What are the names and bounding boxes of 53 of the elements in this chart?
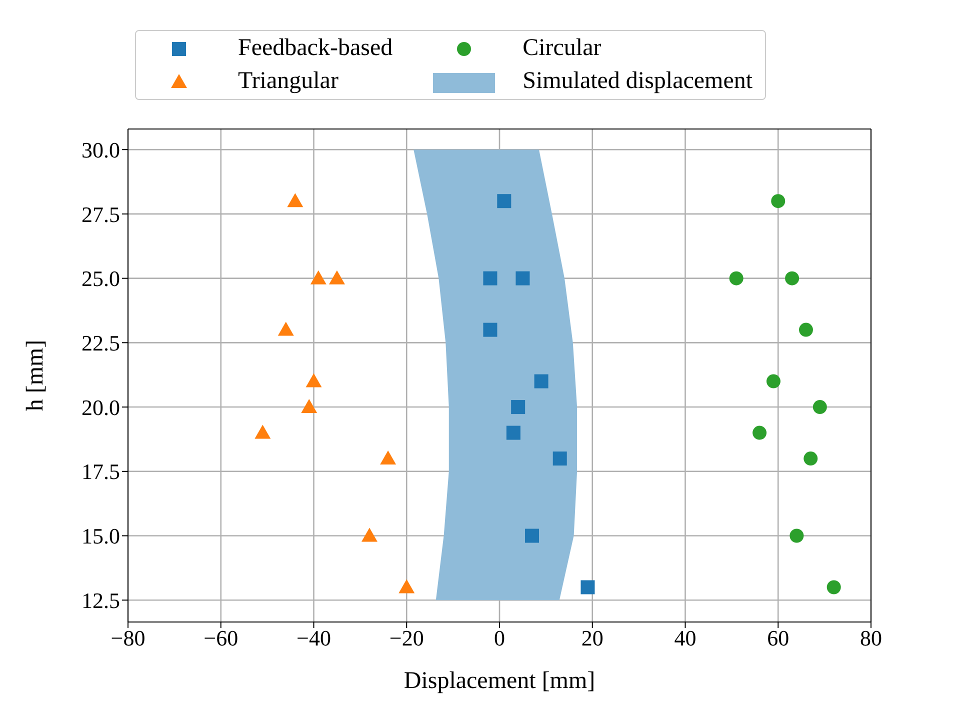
point xyxy=(310,270,326,284)
x-tick-label: 80 xyxy=(860,626,882,651)
point xyxy=(826,580,841,594)
point xyxy=(483,322,498,337)
x-axis-title: Displacement [mm] xyxy=(404,668,596,694)
point xyxy=(506,426,520,440)
y-tick-label: 30.0 xyxy=(82,137,120,162)
point xyxy=(511,400,526,414)
x-tick-label: 20 xyxy=(581,626,604,651)
y-tick-label: 22.5 xyxy=(82,330,120,356)
y-tick-label: 25.0 xyxy=(82,266,120,292)
point xyxy=(752,426,767,440)
point xyxy=(785,271,800,286)
point xyxy=(380,450,396,465)
point xyxy=(552,452,567,466)
x-tick-label: 60 xyxy=(767,626,790,651)
x-tick-label: −80 xyxy=(110,626,146,651)
x-tick-label: 40 xyxy=(674,626,696,651)
point xyxy=(328,270,345,284)
y-tick-label: 12.5 xyxy=(82,588,120,613)
point xyxy=(798,322,813,337)
legend-label: Triangular xyxy=(238,68,338,95)
point xyxy=(254,424,271,439)
point xyxy=(301,399,318,414)
point xyxy=(804,452,818,466)
x-tick-label: −20 xyxy=(389,626,424,651)
point xyxy=(525,528,540,543)
point xyxy=(361,528,378,542)
point xyxy=(771,194,786,208)
y-tick-label: 27.5 xyxy=(82,202,120,227)
point xyxy=(497,194,512,208)
y-tick-label: 20.0 xyxy=(82,394,120,420)
point xyxy=(766,374,780,388)
point xyxy=(580,580,595,594)
point xyxy=(812,400,827,414)
legend-label: Simulated displacement xyxy=(522,68,753,95)
legend-label: Feedback-based xyxy=(238,35,393,62)
y-tick-label: 17.5 xyxy=(82,459,120,484)
point xyxy=(729,271,744,286)
point xyxy=(278,322,294,336)
point xyxy=(287,193,304,208)
x-tick-label: −40 xyxy=(296,626,331,651)
point xyxy=(790,528,804,543)
x-tick-label: −60 xyxy=(204,626,238,651)
y-tick-label: 15.0 xyxy=(82,524,120,549)
point xyxy=(483,271,498,286)
point xyxy=(306,373,322,388)
y-axis-title: h [mm] xyxy=(22,340,49,412)
point xyxy=(516,271,530,286)
point xyxy=(398,579,415,594)
x-tick-label: 0 xyxy=(494,626,505,651)
legend-label: Circular xyxy=(522,35,602,62)
point xyxy=(534,374,548,388)
